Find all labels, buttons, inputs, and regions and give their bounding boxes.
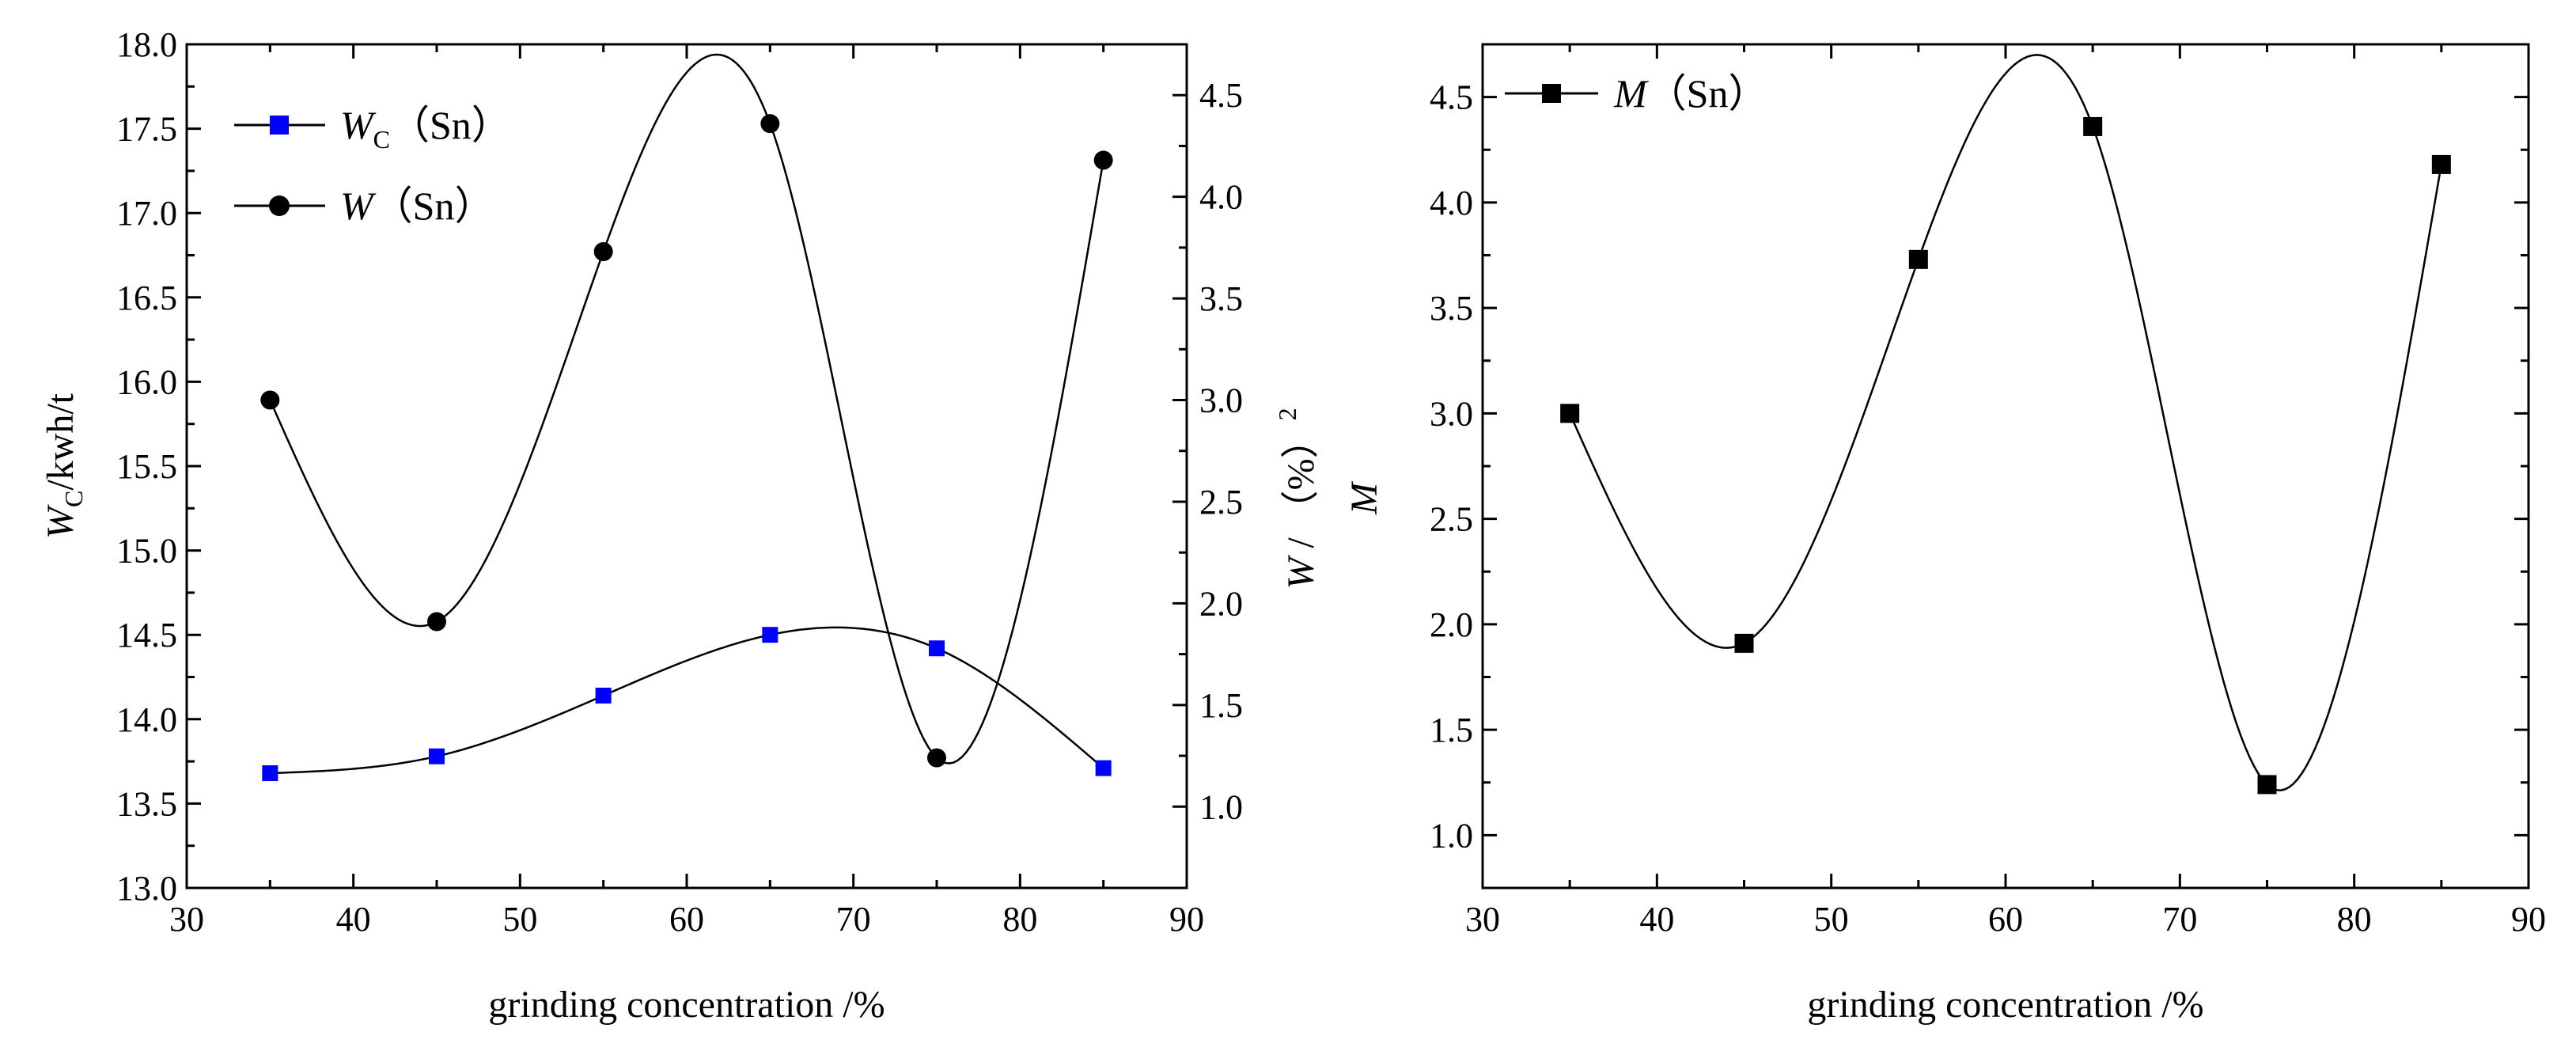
- right-y-tick-label: 1.5: [1430, 711, 1473, 749]
- m-data-point: [2257, 775, 2277, 795]
- left-y-tick-label: 15.5: [116, 447, 177, 486]
- left-series: [260, 53, 1113, 782]
- left-y2-axis-label: W / （%）2: [1273, 408, 1322, 589]
- right-x-tick-label: 90: [2511, 900, 2546, 939]
- left-x-tick-label: 50: [502, 900, 537, 939]
- left-y-tick-label: 13.5: [116, 784, 177, 823]
- left-x-tick-label: 80: [1002, 900, 1037, 939]
- left-y2-tick-labels: 1.0 1.5 2.0 2.5 3.0 3.5 4.0 4.5: [1199, 76, 1243, 826]
- right-x-tick-label: 80: [2337, 900, 2372, 939]
- wc-data-point: [1095, 760, 1112, 776]
- left-plot-frame: [185, 43, 1188, 890]
- left-y2-tick-label: 4.5: [1199, 76, 1243, 115]
- left-x-tick-labels: 30 40 50 60 70 80 90: [169, 900, 1204, 939]
- m-data-point: [1908, 249, 1928, 269]
- wc-data-point: [762, 627, 778, 643]
- legend-entry-w: W（Sn）: [234, 184, 494, 228]
- wc-data-point: [429, 748, 445, 764]
- m-series-line: [1569, 54, 2443, 791]
- right-tick-marks: [1481, 44, 2530, 888]
- left-y-tick-label: 14.0: [116, 700, 177, 739]
- legend-entry-m: M（Sn）: [1505, 71, 1767, 116]
- left-y-tick-labels: 13.0 13.5 14.0 14.5 15.0 15.5 16.0 16.5 17.0 17.5…: [116, 25, 177, 908]
- right-series: [1560, 54, 2451, 795]
- left-x-tick-label: 40: [336, 900, 371, 939]
- left-y2-tick-label: 4.0: [1199, 178, 1243, 217]
- w-data-point: [593, 242, 613, 262]
- right-y-tick-label: 2.0: [1430, 605, 1473, 644]
- left-legend: WC（Sn） W（Sn）: [234, 103, 511, 228]
- right-y-tick-labels: 1.0 1.5 2.0 2.5 3.0 3.5 4.0 4.5: [1430, 78, 1473, 855]
- left-x-tick-label: 90: [1169, 900, 1204, 939]
- left-x-tick-label: 60: [669, 900, 704, 939]
- right-chart: 30 40 50 60 70 80 90 1.01.52.02.53.03.54.04.5 …: [1343, 43, 2546, 1026]
- wc-data-point: [262, 765, 278, 782]
- right-x-tick-label: 60: [1988, 900, 2023, 939]
- right-x-tick-labels: 30 40 50 60 70 80 90: [1465, 900, 2546, 939]
- left-y2-tick-label: 1.0: [1199, 787, 1243, 826]
- w-series-line: [269, 53, 1104, 764]
- wc-data-point: [595, 687, 612, 704]
- m-data-point: [1560, 404, 1580, 423]
- right-legend: M（Sn）: [1505, 71, 1767, 116]
- left-y2-tick-label: 2.5: [1199, 483, 1243, 522]
- svg-text:M（Sn）: M（Sn）: [1613, 71, 1767, 116]
- left-chart: 30 40 50 60 70 80 90 13.013.514.014.515.015.51…: [40, 25, 1322, 1026]
- m-data-point: [1734, 633, 1754, 653]
- right-y-tick-label: 4.0: [1430, 184, 1473, 222]
- left-y-tick-label: 14.5: [116, 616, 177, 654]
- right-x-tick-label: 70: [2162, 900, 2197, 939]
- wc-data-point: [929, 640, 945, 657]
- left-y-tick-label: 16.5: [116, 279, 177, 317]
- left-x-tick-label: 30: [169, 900, 204, 939]
- svg-text:W（Sn）: W（Sn）: [340, 184, 494, 228]
- left-y-tick-label: 15.0: [116, 532, 177, 571]
- left-y-tick-label: 18.0: [116, 25, 177, 64]
- left-y-tick-label: 17.0: [116, 194, 177, 233]
- svg-text:WC（Sn）: WC（Sn）: [340, 103, 511, 154]
- wc-series-line: [270, 626, 1104, 775]
- m-data-point: [2083, 116, 2103, 136]
- right-x-tick-label: 50: [1814, 900, 1849, 939]
- left-y-tick-label: 13.0: [116, 869, 177, 908]
- w-data-point: [1093, 150, 1113, 170]
- right-y-tick-label: 4.5: [1430, 78, 1473, 117]
- left-y-tick-label: 17.5: [116, 110, 177, 149]
- right-x-tick-label: 30: [1465, 900, 1500, 939]
- left-y-axis-label: WC/kwh/t: [40, 393, 88, 539]
- legend-entry-wc: WC（Sn）: [234, 103, 511, 154]
- right-y-axis-label: M: [1343, 480, 1385, 515]
- left-y2-tick-label: 3.5: [1199, 279, 1243, 318]
- left-tick-marks: [185, 43, 1188, 890]
- left-y-tick-label: 16.0: [116, 362, 177, 401]
- left-y2-tick-label: 3.0: [1199, 381, 1243, 420]
- right-plot-frame: [1481, 43, 2530, 890]
- m-data-point: [2431, 154, 2451, 174]
- left-x-axis-label: grinding concentration /%: [488, 984, 885, 1026]
- right-y-tick-label: 3.0: [1430, 394, 1473, 433]
- w-data-point: [927, 748, 946, 768]
- right-y-tick-label: 1.0: [1430, 816, 1473, 855]
- w-data-point: [427, 612, 446, 632]
- right-x-tick-label: 40: [1639, 900, 1674, 939]
- w-data-point: [260, 390, 280, 410]
- left-x-tick-label: 70: [836, 900, 871, 939]
- left-y2-tick-label: 2.0: [1199, 584, 1243, 623]
- right-y-tick-label: 2.5: [1430, 500, 1473, 539]
- left-y2-tick-label: 1.5: [1199, 686, 1243, 725]
- right-x-axis-label: grinding concentration /%: [1807, 984, 2203, 1026]
- w-data-point: [760, 114, 780, 134]
- right-y-tick-label: 3.5: [1430, 289, 1473, 328]
